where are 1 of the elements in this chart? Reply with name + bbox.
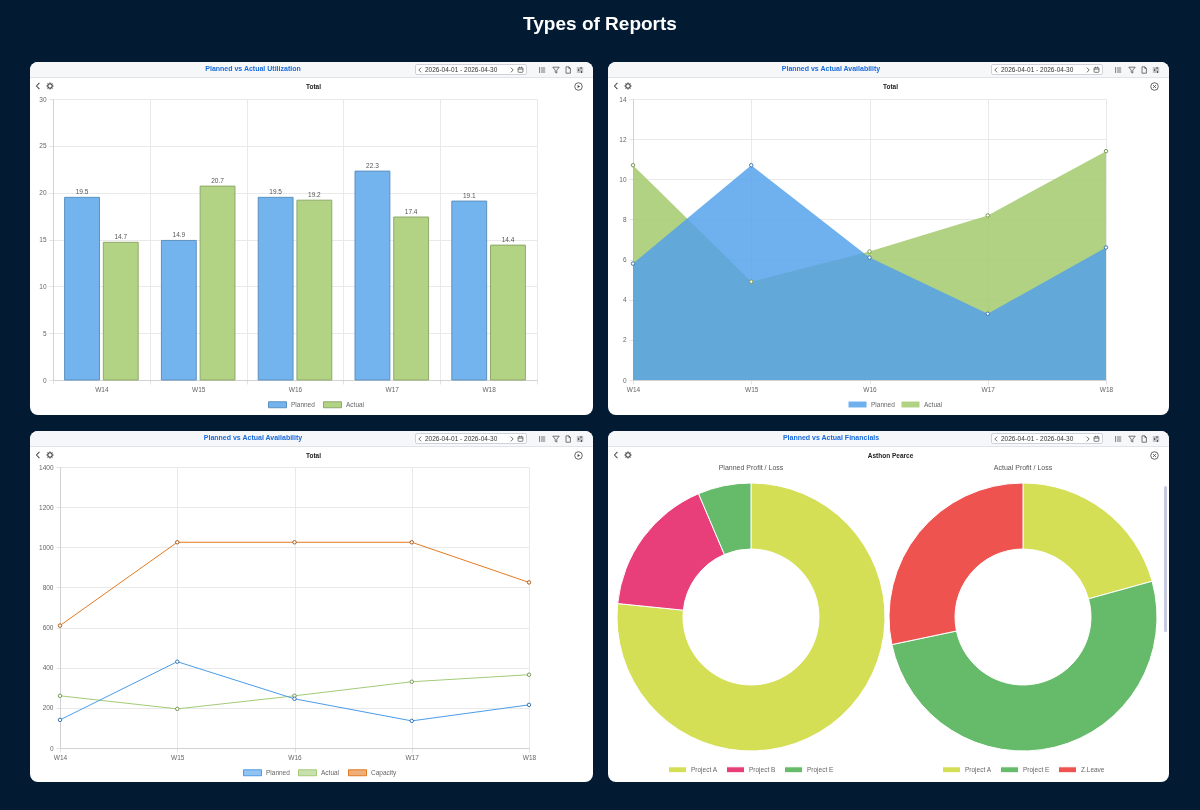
text: Types of Reports	[523, 13, 677, 35]
